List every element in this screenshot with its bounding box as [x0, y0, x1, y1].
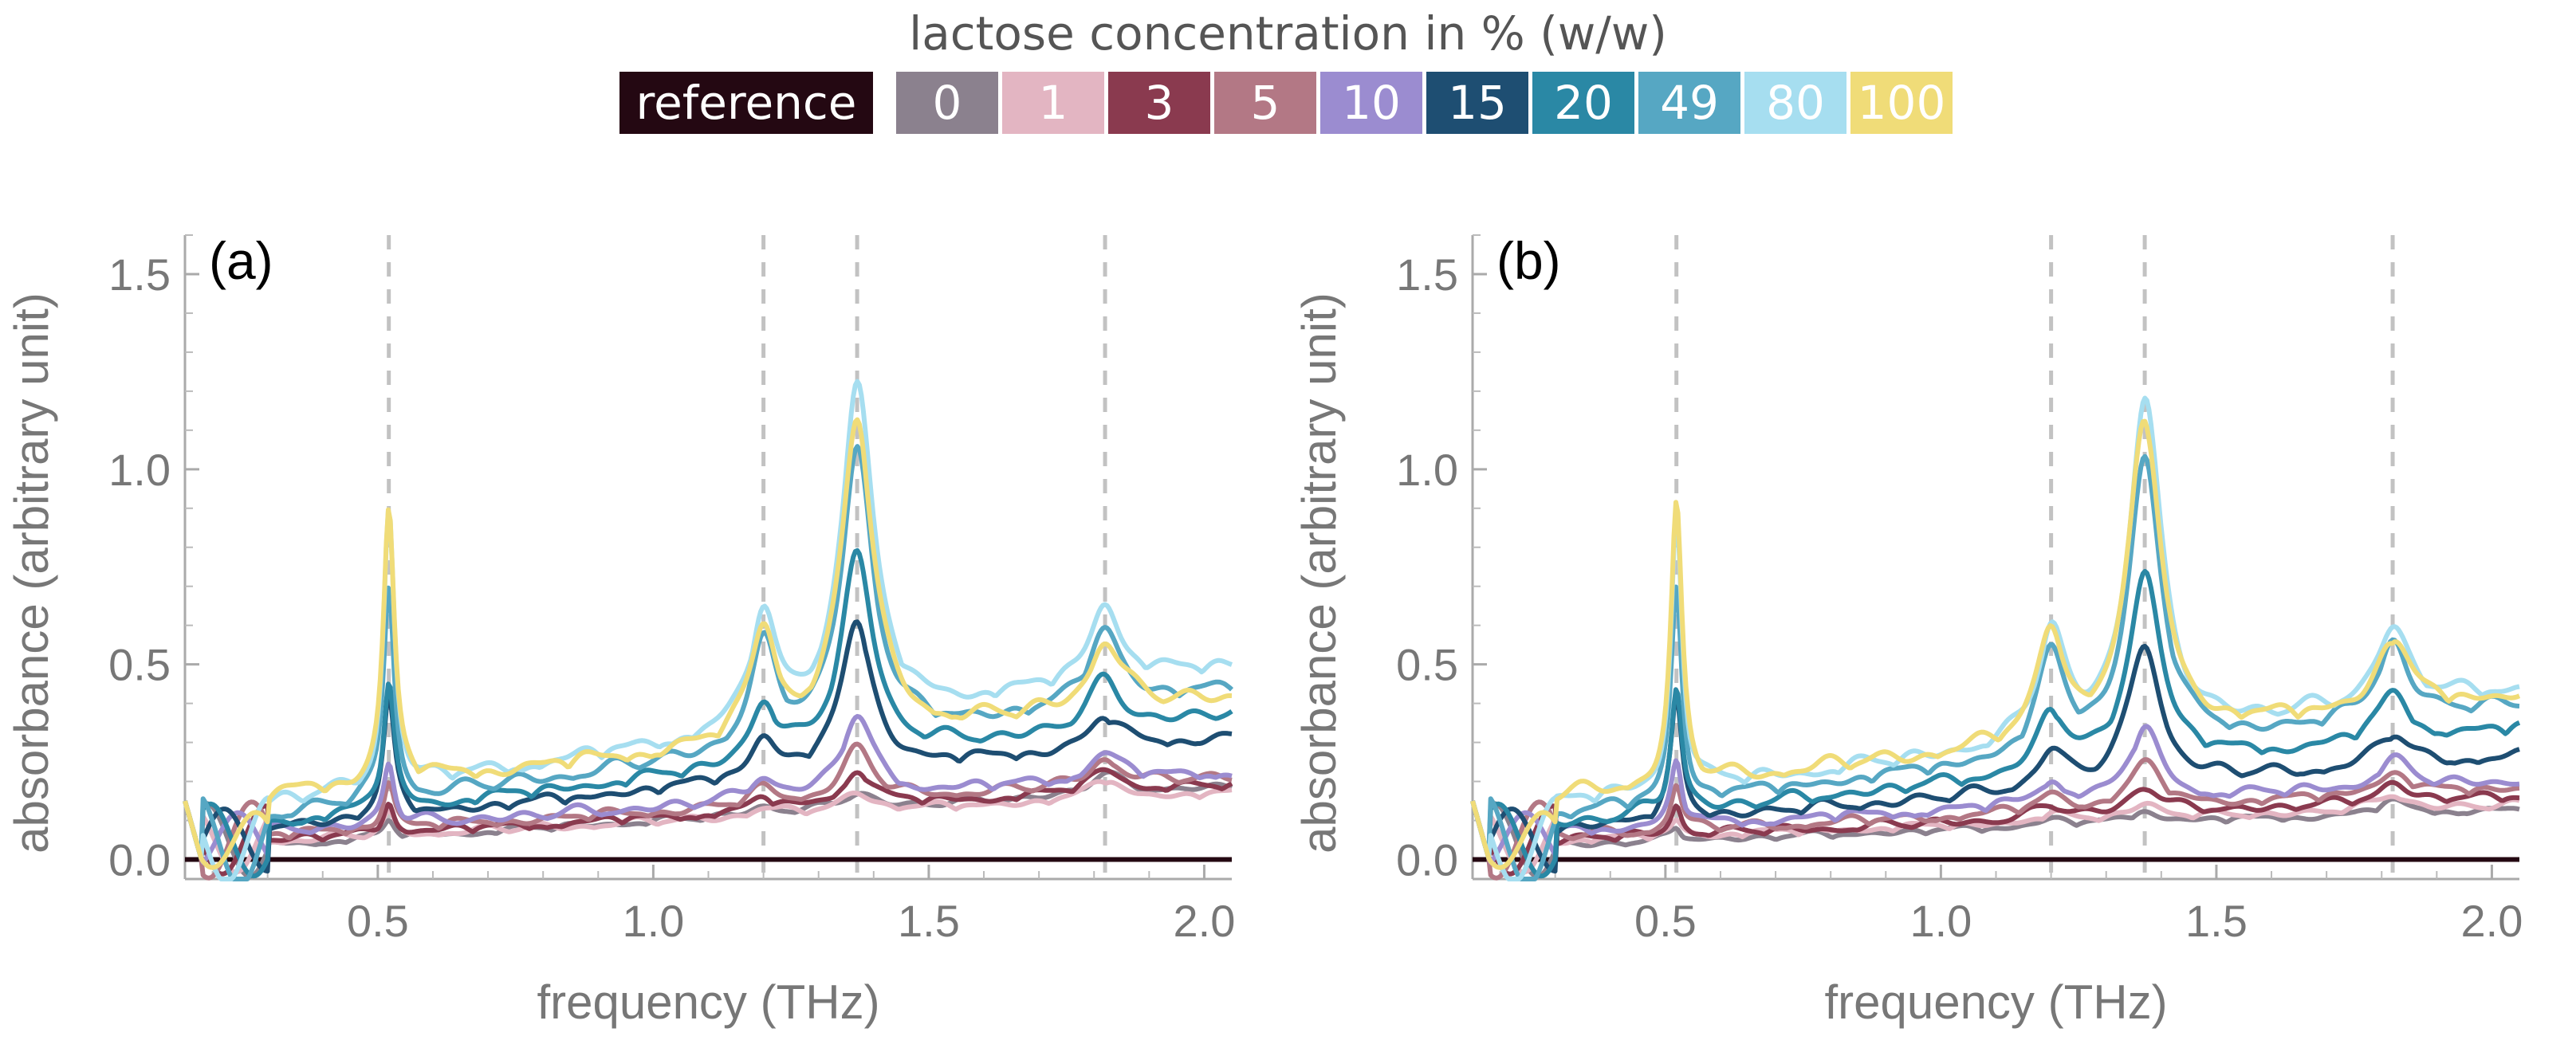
legend-item-3: 3	[1108, 72, 1210, 134]
x-tick-label: 2.0	[2461, 896, 2523, 946]
y-tick-label: 0.5	[1396, 640, 1458, 690]
series-20	[183, 547, 1233, 879]
series-49	[183, 444, 1234, 881]
x-tick-label: 1.5	[898, 896, 960, 946]
series-10	[183, 713, 1233, 865]
chart-panel-b: 0.0 0.5 1.0 1.5 0.5 1.0 1.5 2.0 frequency (THz) a…	[1292, 231, 2523, 1029]
series-49	[1470, 453, 2520, 881]
legend-item-49: 49	[1638, 72, 1740, 134]
legend-item-15: 15	[1426, 72, 1528, 134]
chart-panel-a: 0.0 0.5 1.0 1.5 0.5 1.0 1.5 2.0 frequency (THz) a…	[5, 231, 1236, 1029]
x-tick-label: 1.5	[2185, 896, 2248, 946]
x-axis-label: frequency (THz)	[1824, 975, 2167, 1029]
panel-label: (b)	[1496, 231, 1561, 290]
y-tick-label: 0.0	[108, 835, 171, 885]
x-axis-label: frequency (THz)	[537, 975, 879, 1029]
series-100	[183, 417, 1233, 870]
x-tick-label: 0.5	[347, 896, 409, 946]
series-5	[1470, 757, 2520, 881]
legend-item-20: 20	[1532, 72, 1634, 134]
x-tick-label: 1.0	[1909, 896, 1972, 946]
legend-item-5: 5	[1214, 72, 1316, 134]
series-80	[183, 379, 1233, 881]
y-axis-label: absorbance (arbitrary unit)	[5, 292, 58, 854]
legend-item-80: 80	[1744, 72, 1846, 134]
series-15	[1470, 643, 2520, 874]
series-15	[183, 619, 1233, 874]
legend-item-1: 1	[1002, 72, 1104, 134]
legend-title: lactose concentration in % (w/w)	[909, 6, 1667, 61]
legend-item-0: 0	[896, 72, 998, 134]
series-100	[1470, 418, 2521, 870]
legend-item-10: 10	[1320, 72, 1422, 134]
y-tick-label: 1.5	[108, 249, 171, 300]
x-tick-label: 1.0	[622, 896, 684, 946]
x-tick-label: 0.5	[1634, 896, 1697, 946]
y-tick-label: 0.5	[108, 640, 171, 690]
y-axis-label: absorbance (arbitrary unit)	[1292, 292, 1346, 854]
x-tick-label: 2.0	[1174, 896, 1236, 946]
panel-label: (a)	[209, 231, 273, 290]
series-1	[183, 779, 1233, 875]
y-tick-label: 1.5	[1396, 249, 1458, 300]
legend-item-100: 100	[1850, 72, 1953, 134]
y-tick-label: 1.0	[108, 445, 171, 495]
y-tick-label: 0.0	[1396, 835, 1458, 885]
y-tick-label: 1.0	[1396, 445, 1458, 495]
series-10	[1470, 724, 2520, 865]
series-20	[1470, 568, 2521, 879]
legend-item-reference: reference	[619, 72, 873, 134]
